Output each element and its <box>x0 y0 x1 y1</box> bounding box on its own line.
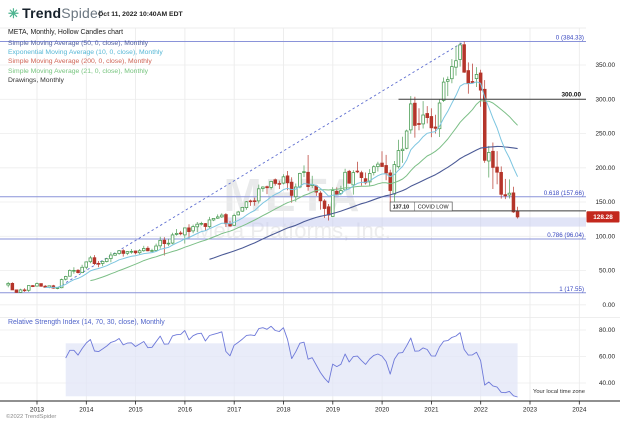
legend-sma-200[interactable]: Simple Moving Average (200, 0, close), M… <box>8 58 152 66</box>
timezone-note[interactable]: Your local time zone <box>533 389 585 395</box>
svg-text:137.10: 137.10 <box>393 205 410 211</box>
app-header: ✳ TrendSpider Oct 11, 2022 10:40AM EDT <box>0 0 620 27</box>
rsi-indicator-label[interactable]: Relative Strength Index (14, 70, 30, clo… <box>8 319 165 326</box>
rsi-band <box>65 343 518 397</box>
svg-text:2015: 2015 <box>128 407 143 414</box>
svg-text:2017: 2017 <box>227 407 242 414</box>
trendspider-logo: ✳ TrendSpider <box>8 5 103 22</box>
svg-text:0.618 (157.66): 0.618 (157.66) <box>544 190 584 197</box>
svg-text:2016: 2016 <box>178 407 193 414</box>
sma-21-line[interactable] <box>90 100 518 282</box>
ema-10-line[interactable] <box>45 81 519 288</box>
svg-text:2019: 2019 <box>326 407 341 414</box>
brand-name-spider: Spider <box>61 5 103 21</box>
legend-ema-10[interactable]: Exponential Moving Average (10, 0, close… <box>8 49 163 57</box>
copyright-notice: ©2022 TrendSpider <box>6 414 57 420</box>
svg-text:40.00: 40.00 <box>599 380 615 387</box>
svg-text:0 (384.33): 0 (384.33) <box>556 35 584 42</box>
legend-drawings[interactable]: Drawings, Monthly <box>8 76 64 84</box>
svg-text:2021: 2021 <box>424 407 439 414</box>
svg-text:COVID LOW: COVID LOW <box>418 205 450 211</box>
last-price-badge: 128.28 <box>586 211 620 223</box>
sma-50-line[interactable] <box>209 145 518 260</box>
support-zone[interactable] <box>225 217 586 227</box>
svg-text:2022: 2022 <box>474 407 489 414</box>
chart-timestamp: Oct 11, 2022 10:40AM EDT <box>98 11 183 18</box>
brand-name-trend: Trend <box>22 5 62 21</box>
svg-text:2023: 2023 <box>523 407 538 414</box>
svg-text:250.00: 250.00 <box>595 131 615 138</box>
svg-text:350.00: 350.00 <box>595 62 615 69</box>
svg-text:128.28: 128.28 <box>593 214 613 221</box>
svg-text:300.00: 300.00 <box>595 97 615 104</box>
svg-text:2024: 2024 <box>572 407 587 414</box>
legend-sma-50[interactable]: Simple Moving Average (50, 0, close), Mo… <box>8 40 149 47</box>
indicator-legend: Simple Moving Average (50, 0, close), Mo… <box>8 39 163 85</box>
svg-text:100.00: 100.00 <box>595 234 615 241</box>
fib-retracement[interactable]: 0 (384.33) 0.618 (157.66) 0.786 (96.04) 1 (… <box>0 35 586 294</box>
legend-sma-21[interactable]: Simple Moving Average (21, 0, close), Mo… <box>8 67 149 75</box>
svg-text:150.00: 150.00 <box>595 199 615 206</box>
svg-text:200.00: 200.00 <box>595 165 615 172</box>
svg-text:2013: 2013 <box>30 407 45 414</box>
rsi-line[interactable] <box>65 325 518 398</box>
svg-text:2020: 2020 <box>375 407 390 414</box>
svg-text:2018: 2018 <box>276 407 291 414</box>
svg-text:1 (17.55): 1 (17.55) <box>559 286 584 293</box>
trendspider-logo-icon: ✳ <box>8 6 20 21</box>
chart-title: META, Monthly, Hollow Candles chart <box>8 29 124 36</box>
time-axis[interactable]: 2013 2014 2015 2016 2017 2018 2019 2020 2021 2022… <box>0 400 620 414</box>
svg-text:0.00: 0.00 <box>603 302 616 309</box>
svg-text:80.00: 80.00 <box>599 327 615 334</box>
svg-text:50.00: 50.00 <box>599 268 615 275</box>
trendline[interactable] <box>57 41 465 289</box>
price-axis[interactable]: 350.00 300.00 250.00 200.00 150.00 100.00 50.0… <box>595 62 615 387</box>
covid-low-annotation[interactable]: 137.10 COVID LOW <box>389 201 453 212</box>
svg-text:2014: 2014 <box>79 407 94 414</box>
candles <box>6 41 520 293</box>
ray-price-label: 300.00 <box>561 91 581 98</box>
svg-text:0.786 (96.04): 0.786 (96.04) <box>547 232 584 239</box>
svg-text:60.00: 60.00 <box>599 354 615 361</box>
